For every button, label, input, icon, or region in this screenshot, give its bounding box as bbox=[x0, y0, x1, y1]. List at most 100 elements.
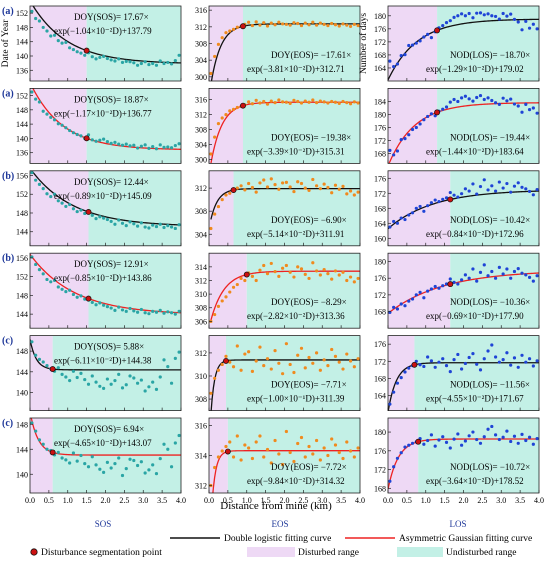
data-point bbox=[102, 216, 106, 220]
data-point bbox=[284, 100, 288, 104]
y-tick-label: 308 bbox=[195, 126, 207, 135]
data-point bbox=[94, 217, 98, 221]
data-point bbox=[493, 101, 498, 105]
data-point bbox=[505, 14, 509, 18]
data-point bbox=[318, 21, 322, 25]
data-point bbox=[531, 106, 535, 110]
data-point bbox=[143, 60, 147, 64]
data-point bbox=[151, 463, 155, 467]
data-point bbox=[318, 187, 322, 191]
data-point bbox=[490, 184, 494, 188]
y-tick-label: 140 bbox=[16, 134, 28, 143]
data-point bbox=[143, 389, 147, 393]
data-point bbox=[102, 303, 106, 307]
data-point bbox=[288, 101, 292, 105]
data-point bbox=[407, 366, 411, 370]
data-point bbox=[311, 20, 315, 24]
x-tick-label: 1.0 bbox=[421, 496, 431, 505]
data-point bbox=[392, 65, 396, 69]
y-tick-label: 168 bbox=[374, 374, 386, 383]
data-point bbox=[284, 263, 288, 268]
data-point bbox=[124, 224, 128, 228]
data-point bbox=[288, 185, 292, 189]
data-point bbox=[71, 451, 76, 455]
data-point bbox=[478, 368, 483, 372]
data-point bbox=[509, 190, 513, 194]
data-point bbox=[228, 360, 232, 364]
data-point bbox=[132, 458, 136, 463]
y-tick-label: 172 bbox=[374, 466, 386, 475]
data-point bbox=[422, 364, 426, 369]
data-point bbox=[90, 300, 94, 305]
equation-line-1: DOY(SOS)= 12.44× bbox=[74, 177, 149, 187]
data-point bbox=[71, 207, 76, 211]
data-point bbox=[49, 194, 53, 199]
data-point bbox=[311, 98, 315, 102]
data-point bbox=[322, 358, 326, 362]
data-point bbox=[467, 434, 471, 438]
data-point bbox=[337, 273, 341, 277]
row-label: (b) bbox=[2, 171, 14, 182]
data-point bbox=[299, 23, 304, 28]
data-point bbox=[64, 290, 68, 294]
data-point bbox=[220, 449, 224, 453]
data-point bbox=[448, 100, 452, 104]
data-point bbox=[311, 261, 315, 265]
data-point bbox=[269, 367, 273, 371]
segmentation-point bbox=[230, 187, 237, 193]
data-point bbox=[273, 183, 277, 187]
data-point bbox=[482, 178, 486, 182]
y-tick-label: 168 bbox=[374, 150, 386, 159]
data-point bbox=[34, 262, 38, 267]
panel-sos: 140 144 148 DOY(SOS)= 5.88× exp(−6.11×10⁻²D)… bbox=[16, 335, 182, 412]
data-point bbox=[105, 377, 109, 381]
data-point bbox=[326, 272, 330, 276]
data-point bbox=[520, 271, 524, 275]
y-tick-label: 310 bbox=[195, 372, 207, 381]
data-point bbox=[399, 138, 403, 142]
data-point bbox=[330, 191, 334, 195]
panel-eos: 300 304 308 312 316 DOY(EOS)= −17.61× exp(−3.8… bbox=[195, 5, 361, 82]
data-point bbox=[314, 101, 319, 105]
data-point bbox=[30, 90, 34, 94]
disturbed-range bbox=[388, 418, 419, 493]
data-point bbox=[34, 178, 38, 182]
data-point bbox=[348, 275, 353, 279]
data-point bbox=[243, 443, 247, 447]
data-point bbox=[269, 99, 273, 103]
data-point bbox=[56, 39, 60, 43]
data-point bbox=[177, 309, 181, 313]
data-point bbox=[456, 195, 460, 199]
data-point bbox=[292, 275, 296, 279]
data-point bbox=[45, 192, 49, 196]
data-point bbox=[45, 29, 49, 33]
data-point bbox=[326, 185, 330, 190]
data-point bbox=[456, 14, 460, 18]
data-point bbox=[239, 458, 243, 462]
data-point bbox=[452, 358, 456, 362]
data-point bbox=[296, 21, 300, 26]
x-tick-label: 1.0 bbox=[63, 496, 73, 505]
panel-los: 164 168 172 176 NOD(LOS)= −11.56× exp(−4.55×1… bbox=[374, 335, 540, 412]
data-point bbox=[124, 383, 128, 387]
data-point bbox=[490, 424, 494, 429]
data-point bbox=[45, 112, 49, 116]
y-tick-label: 152 bbox=[16, 190, 28, 199]
data-point bbox=[105, 305, 109, 309]
data-point bbox=[422, 118, 426, 122]
data-point bbox=[265, 24, 270, 28]
data-point bbox=[147, 62, 151, 67]
data-point bbox=[333, 354, 338, 358]
data-point bbox=[113, 308, 117, 312]
data-point bbox=[471, 16, 475, 20]
data-point bbox=[392, 305, 396, 309]
data-point bbox=[166, 224, 170, 228]
data-point bbox=[512, 17, 517, 21]
data-point bbox=[467, 355, 471, 360]
data-point bbox=[467, 189, 471, 193]
data-point bbox=[395, 456, 400, 460]
x-tick-label: 0.0 bbox=[25, 496, 35, 505]
y-tick-label: 304 bbox=[195, 141, 207, 150]
legend-double-logistic-label: Double logistic fitting curve bbox=[224, 533, 331, 544]
data-point bbox=[209, 152, 213, 156]
